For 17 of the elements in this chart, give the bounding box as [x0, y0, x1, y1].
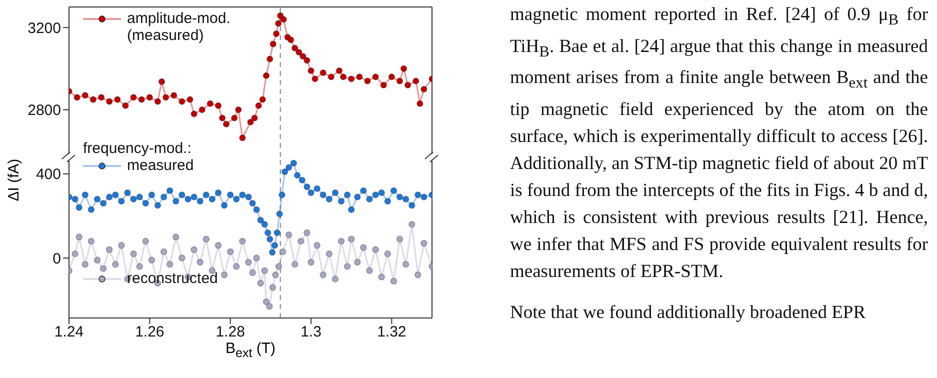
x-axis-title: B$_{ext}$ (T) [224, 340, 277, 360]
x-tick-label: 1.24 [54, 324, 84, 341]
x-tick-label: 1.32 [377, 324, 406, 341]
y-tick-label: 3200 [28, 20, 61, 37]
legend-label: measured [127, 157, 194, 174]
legend-title: frequency-mod.: [83, 140, 192, 157]
y-tick-label: 400 [36, 166, 61, 184]
x-tick-label: 1.3 [300, 324, 322, 341]
legend-label: reconstructed [127, 270, 218, 287]
x-tick-label: 1.28 [216, 324, 245, 341]
y-tick-label: 0 [52, 250, 61, 268]
text: magnetic moment reported in Ref. [24] of 0.9 μ$_{B}$ for TiH$_{B}$. Bae et al. [24] argue that this change in measured moment arises from a finite angle between B$_{ext}$ and the tip magnetic field experienced by the atom on the surface, which is experimentally difficult to access [26]. Additionally, an STM-tip magnetic field of about 20 mT is found from the intercepts of the fits in Figs. 4 b and d, which is consistent with previous results [21]. Hence, we infer that MFS and FS provide equivalent results for measurements of EPR-STM. [510, 5, 928, 282]
y-tick-label: 2800 [28, 102, 61, 120]
x-tick-label: 1.26 [135, 324, 164, 341]
text: Note that we found additionally broadened EPR [510, 302, 867, 326]
y-axis-title: ΔI (fA) [6, 158, 22, 202]
legend-label: amplitude-mod. (measured) [127, 10, 230, 44]
